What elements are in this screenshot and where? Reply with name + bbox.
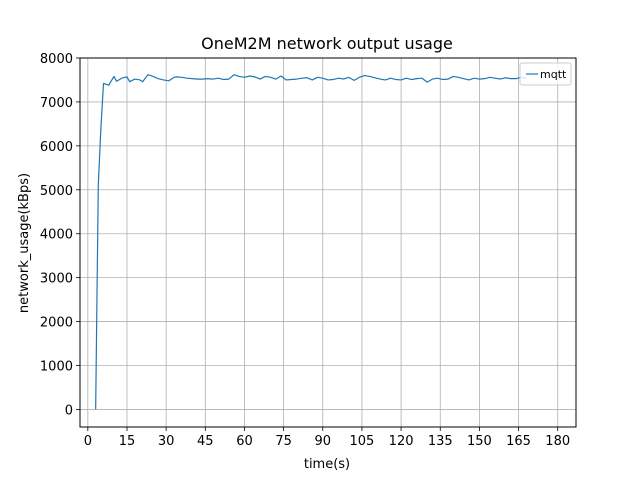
legend-box (519, 62, 572, 86)
y-tick-label: 8000 (40, 52, 73, 67)
x-tick-label: 165 (506, 434, 531, 449)
x-tick-label: 60 (236, 434, 253, 449)
x-tick-label: 105 (350, 434, 375, 449)
x-tick-label: 75 (275, 434, 292, 449)
x-tick-label: 30 (158, 434, 175, 449)
x-tick-label: 135 (428, 434, 453, 449)
y-tick-label: 7000 (40, 96, 73, 111)
y-tick-label: 5000 (40, 184, 73, 199)
plot-area (79, 57, 577, 428)
x-tick-label: 45 (197, 434, 214, 449)
y-axis: 0 1000 2000 3000 4000 5000 6000 7000 8000 (40, 52, 80, 418)
x-tick-label: 90 (315, 434, 332, 449)
y-tick-label: 6000 (40, 140, 73, 155)
x-axis: 0 15 30 45 60 75 90 105 120 135 150 165 180 (84, 427, 570, 449)
plot-background (80, 58, 576, 427)
y-tick-label: 3000 (40, 272, 73, 287)
y-tick-label: 4000 (40, 228, 73, 243)
x-tick-label: 15 (119, 434, 136, 449)
series-line-mqtt (95, 74, 527, 410)
x-axis-label: time(s) (304, 457, 350, 472)
y-tick-label: 0 (65, 403, 73, 418)
y-axis-label: network_usage(kBps) (17, 173, 32, 313)
x-tick-label: 150 (467, 434, 492, 449)
series-layer (95, 74, 527, 410)
legend-label-mqtt: mqtt (540, 68, 567, 81)
x-tick-label: 120 (389, 434, 414, 449)
plot-frame (79, 57, 577, 428)
x-tick-label: 180 (545, 434, 570, 449)
y-tick-label: 1000 (40, 360, 73, 375)
x-tick-label: 0 (84, 434, 92, 449)
legend: mqtt (519, 62, 572, 86)
chart-title: OneM2M network output usage (201, 34, 453, 53)
y-tick-label: 2000 (40, 316, 73, 331)
